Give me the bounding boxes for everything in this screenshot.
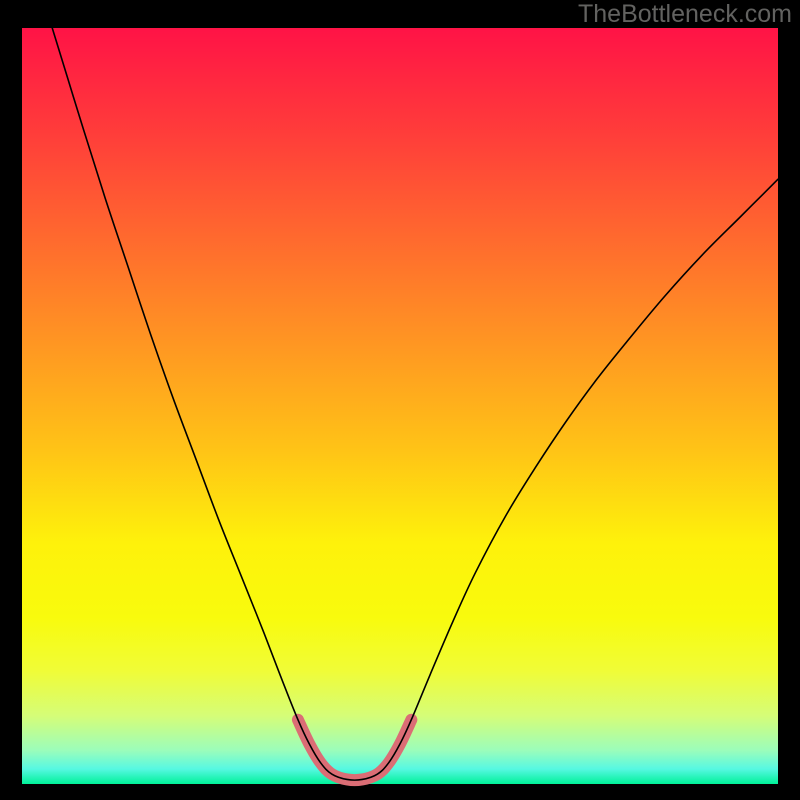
plot-background xyxy=(22,28,778,784)
bottleneck-chart: TheBottleneck.com xyxy=(0,0,800,800)
watermark-text: TheBottleneck.com xyxy=(578,0,792,28)
